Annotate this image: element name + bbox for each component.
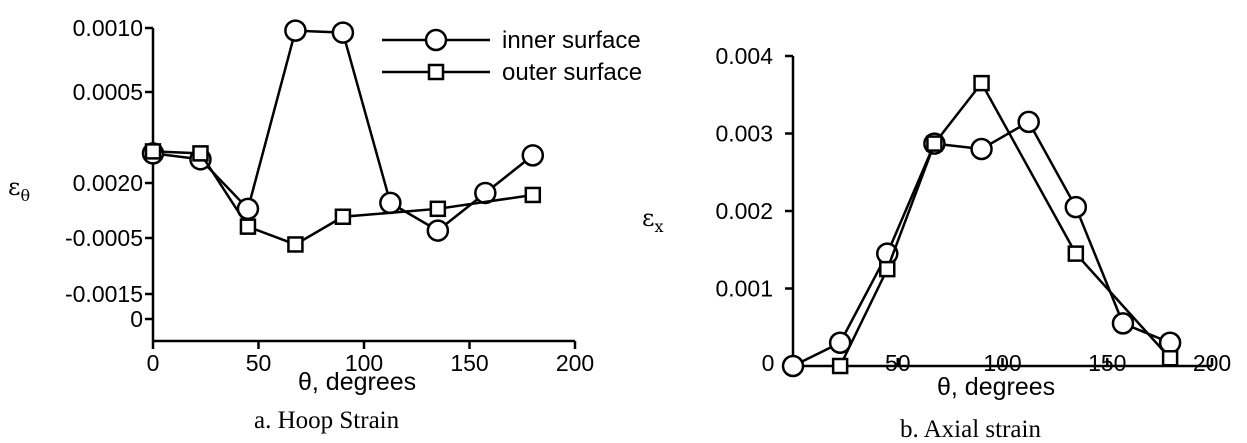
chart-a-x-tick-label: 100 — [345, 350, 383, 376]
chart-a-y-label: εθ — [8, 173, 30, 205]
chart-hoop-strain: 0 50 100 150 200 0.0010 0.0005 0.0020 -0.0005 -0… — [8, 15, 642, 434]
chart-a-y-tick-label: 0 — [130, 306, 143, 332]
chart-b-series-outer-line — [839, 80, 1172, 367]
chart-a-x-tick-label: 150 — [450, 350, 488, 376]
chart-a-point-outer — [334, 208, 352, 225]
chart-b-point-inner — [1064, 195, 1088, 219]
chart-b-point-outer — [1161, 350, 1179, 367]
chart-a-y-tick-label: 0.0020 — [73, 170, 143, 196]
chart-b-point-inner — [1111, 312, 1135, 335]
chart-a-point-outer — [524, 186, 542, 204]
chart-a-series-inner-line — [152, 29, 534, 233]
chart-b-y-label-main: ε — [642, 204, 654, 232]
chart-b-caption: b. Axial strain — [900, 416, 1041, 443]
chart-a-y-tick-label: 0.0005 — [73, 79, 143, 105]
chart-b-y-tick-label: 0.002 — [715, 198, 773, 224]
chart-a-point-inner — [426, 219, 450, 242]
chart-b-x-tick-label: 0 — [762, 350, 775, 376]
chart-b-x-tick-label: 200 — [1193, 350, 1231, 376]
legend-outer-marker — [427, 63, 445, 81]
chart-a-y-label-main: ε — [8, 173, 20, 201]
chart-a-legend: inner surface outer surface — [382, 27, 642, 86]
chart-b-y-tick-label: 0.001 — [715, 276, 773, 302]
chart-b-point-outer — [1067, 245, 1085, 262]
chart-a-point-outer — [192, 145, 209, 162]
chart-a-point-outer — [287, 236, 304, 253]
chart-a-point-inner — [521, 144, 545, 167]
chart-a-point-inner — [331, 21, 355, 44]
chart-b-y-tick-label: 0.004 — [715, 43, 773, 69]
chart-a-x-tick-label: 0 — [147, 350, 160, 376]
chart-a-x-tick-label: 50 — [246, 350, 272, 376]
chart-a-point-outer — [144, 143, 162, 160]
legend-outer-label: outer surface — [502, 59, 642, 86]
chart-a-point-inner — [284, 19, 307, 42]
chart-b-point-outer — [973, 74, 990, 92]
chart-b-y-label: εx — [642, 204, 663, 236]
chart-b-y-label-sub: x — [654, 217, 663, 236]
chart-a-y-tick-label: -0.0005 — [65, 225, 143, 251]
chart-a-caption: a. Hoop Strain — [254, 407, 400, 434]
chart-axial-strain: 0 50 100 150 200 0.004 0.003 0.002 0.001 θ, deg… — [642, 43, 1231, 443]
chart-b-point-inner — [970, 137, 993, 161]
chart-b-x-tick-label: 50 — [885, 350, 911, 376]
chart-a-y-label-sub: θ — [20, 186, 30, 205]
chart-b-point-outer — [831, 357, 849, 375]
chart-a-point-outer — [239, 218, 257, 235]
chart-b-x-tick-label: 100 — [983, 350, 1021, 376]
chart-b-y-tick-label: 0.003 — [715, 121, 773, 147]
chart-a-y-tick-label: -0.0015 — [65, 281, 143, 307]
chart-a-point-outer — [429, 200, 447, 218]
chart-b-point-inner — [1017, 110, 1040, 134]
chart-a-x-label: θ, degrees — [298, 368, 416, 396]
legend-inner-label: inner surface — [502, 27, 641, 54]
chart-a-point-inner — [379, 191, 402, 215]
legend-inner-marker — [424, 28, 448, 52]
chart-b-x-tick-label: 150 — [1088, 350, 1126, 376]
chart-b-point-outer — [879, 260, 896, 278]
chart-a-x-tick-label: 200 — [556, 350, 594, 376]
chart-b-point-outer — [926, 135, 943, 152]
chart-b-x-label: θ, degrees — [937, 373, 1055, 401]
chart-a-y-tick-label: 0.0010 — [73, 15, 143, 41]
chart-b-point-inner — [781, 354, 805, 378]
